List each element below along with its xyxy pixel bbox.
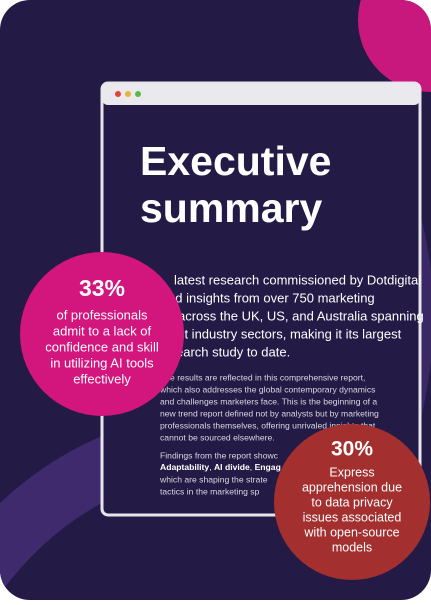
- stat-text: in utilizing AI tools: [50, 355, 154, 370]
- stat-bubble: 33% of professionals admit to a lack of …: [20, 252, 184, 416]
- body-line: new trend report defined not by analysts…: [160, 408, 379, 418]
- stat-text: effectively: [73, 371, 131, 386]
- separator: ,: [209, 462, 214, 472]
- stat-text: of professionals: [56, 307, 148, 322]
- body-line: and challenges marketers face. This is t…: [160, 396, 377, 406]
- body-line: professionals themselves, offering unriv…: [160, 420, 376, 430]
- bubble: [274, 424, 430, 580]
- stat-text: Express: [329, 465, 374, 479]
- dot-red: [115, 91, 121, 97]
- theme: AI divide: [214, 462, 250, 472]
- intro-line: across the UK, US, and Australia spannin…: [178, 308, 424, 323]
- window-bar: [102, 83, 420, 105]
- stat-text: to data privacy: [311, 495, 393, 509]
- title: summary: [140, 185, 323, 231]
- stat-bubble: 30% Express apprehension due to data pri…: [274, 424, 430, 580]
- stat-text: confidence and skill: [45, 339, 159, 354]
- findings-lead: Findings from the report showc: [160, 450, 279, 460]
- intro: latest research commissioned by Dotdigit…: [168, 272, 424, 359]
- stat-text: issues associated: [303, 510, 402, 524]
- stat-text: models: [332, 540, 372, 554]
- theme: Adaptability: [160, 462, 209, 472]
- intro-line: ent industry sectors, making it its larg…: [170, 326, 402, 341]
- intro-line: ed insights from over 750 marketing: [168, 290, 375, 305]
- dot-yellow: [125, 91, 131, 97]
- stat-value: 30%: [331, 438, 373, 461]
- intro-line: earch study to date.: [176, 344, 290, 359]
- separator: ,: [250, 462, 255, 472]
- bubble: [20, 252, 184, 416]
- stat-text: admit to a lack of: [53, 323, 152, 338]
- theme: Engag: [255, 462, 281, 472]
- body-line: which also addresses the global contempo…: [159, 384, 375, 394]
- intro-line: latest research commissioned by Dotdigit…: [174, 272, 421, 287]
- title: Executive: [140, 138, 331, 184]
- body-line: The results are reflected in this compre…: [160, 372, 365, 382]
- findings-themes: Adaptability, AI divide, Engag: [160, 462, 281, 472]
- body-line: cannot be sourced elsewhere.: [160, 432, 275, 442]
- findings-line: tactics in the marketing sp: [160, 486, 260, 496]
- stat-text: apprehension due: [302, 480, 402, 494]
- stat-value: 33%: [79, 275, 125, 301]
- stat-text: with open-source: [303, 525, 399, 539]
- findings-line: which are shaping the strate: [159, 474, 268, 484]
- dot-green: [135, 91, 141, 97]
- body: The results are reflected in this compre…: [159, 372, 379, 496]
- browser-window: [100, 81, 422, 517]
